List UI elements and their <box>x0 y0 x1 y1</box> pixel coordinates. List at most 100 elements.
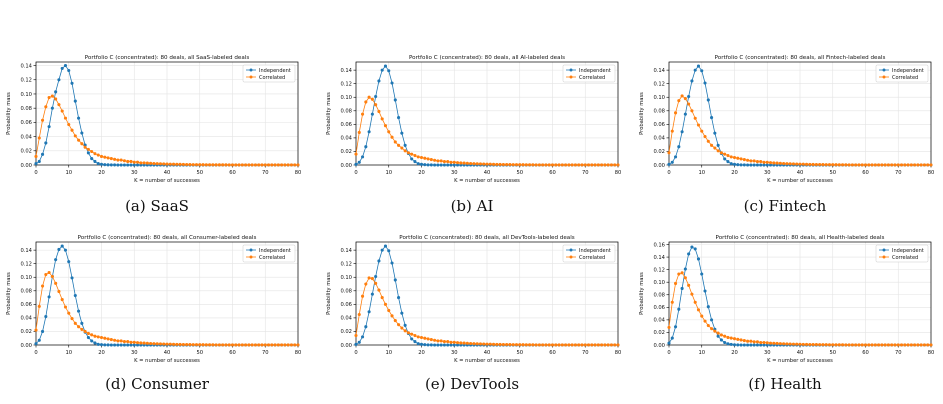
data-point-correlated <box>465 161 469 165</box>
data-point-correlated <box>73 321 77 325</box>
data-point-correlated <box>903 343 907 347</box>
data-point-correlated <box>234 163 238 167</box>
data-point-independent <box>749 163 753 167</box>
legend-swatch-marker <box>882 68 886 72</box>
data-point-independent <box>426 163 430 167</box>
data-point-independent <box>357 160 361 164</box>
legend-swatch-marker <box>249 248 253 252</box>
data-point-correlated <box>609 343 613 347</box>
data-point-correlated <box>759 160 763 164</box>
data-point-correlated <box>674 111 678 115</box>
y-tick-label: 0.04 <box>340 316 352 322</box>
data-point-independent <box>742 163 746 167</box>
data-point-correlated <box>390 314 394 318</box>
data-point-independent <box>47 295 51 299</box>
x-tick-label: 50 <box>516 350 523 356</box>
data-point-correlated <box>929 163 933 167</box>
data-point-correlated <box>50 275 54 279</box>
data-point-correlated <box>485 342 489 346</box>
data-point-correlated <box>537 163 541 167</box>
x-tick-label: 40 <box>484 170 491 176</box>
data-point-correlated <box>273 343 277 347</box>
data-point-correlated <box>419 335 424 340</box>
data-point-independent <box>716 143 720 147</box>
data-point-correlated <box>596 343 600 347</box>
data-point-correlated <box>142 341 146 345</box>
data-point-correlated <box>181 342 185 347</box>
data-point-correlated <box>824 163 828 167</box>
data-point-correlated <box>791 162 795 166</box>
data-point-correlated <box>495 162 499 166</box>
data-point-correlated <box>260 163 264 167</box>
data-point-correlated <box>122 159 126 163</box>
data-point-independent <box>739 343 743 347</box>
data-point-correlated <box>162 162 166 166</box>
chart-panel-saas: 0 10 20 30 40 50 60 70 80 0.00 0.02 0.04 0.06 0.08 0.1… <box>3 52 303 187</box>
data-point-correlated <box>165 342 169 346</box>
data-point-correlated <box>677 272 681 276</box>
x-tick-label: 20 <box>731 350 738 356</box>
data-point-independent <box>670 336 674 340</box>
x-tick-label: 60 <box>229 170 236 176</box>
chart-panel-ai: 0 10 20 30 40 50 60 70 80 0.00 0.02 0.04 0.06 0.08 0.1… <box>323 52 623 187</box>
data-point-independent <box>674 325 678 329</box>
data-point-correlated <box>716 331 720 335</box>
data-point-correlated <box>557 163 561 167</box>
data-point-correlated <box>726 335 730 340</box>
chart-title-fintech: Portfolio C (concentrated): 80 deals, al… <box>715 55 886 61</box>
data-point-correlated <box>374 103 378 107</box>
data-point-independent <box>687 252 691 256</box>
y-tick-label: 0.06 <box>20 302 32 308</box>
chart-title-health: Portfolio C (concentrated): 80 deals, al… <box>716 235 885 241</box>
data-point-correlated <box>863 343 868 347</box>
y-tick-label: 0.08 <box>20 106 32 112</box>
data-point-correlated <box>600 343 604 347</box>
x-axis-label: K = number of successes <box>454 358 520 364</box>
data-point-independent <box>374 275 378 279</box>
data-point-correlated <box>837 343 841 347</box>
data-point-independent <box>60 244 64 248</box>
data-point-correlated <box>567 163 571 167</box>
data-point-independent <box>113 163 117 167</box>
data-point-correlated <box>482 342 486 346</box>
x-tick-label: 30 <box>131 170 138 176</box>
data-point-correlated <box>580 163 584 167</box>
data-point-correlated <box>870 163 874 167</box>
data-point-independent <box>96 342 100 346</box>
data-point-independent <box>667 162 671 166</box>
data-point-independent <box>387 69 391 73</box>
data-point-correlated <box>772 341 776 345</box>
data-point-correlated <box>531 343 535 347</box>
data-point-correlated <box>194 343 199 347</box>
data-point-correlated <box>762 340 766 345</box>
data-point-correlated <box>713 329 717 333</box>
data-point-correlated <box>406 151 410 155</box>
data-point-correlated <box>73 134 77 138</box>
data-point-correlated <box>580 343 584 347</box>
data-point-correlated <box>191 163 195 167</box>
x-tick-label: 0 <box>354 170 357 176</box>
data-point-correlated <box>703 134 707 139</box>
data-point-correlated <box>873 343 877 347</box>
data-point-correlated <box>501 342 505 347</box>
data-point-correlated <box>452 340 456 344</box>
data-point-correlated <box>436 159 440 163</box>
data-point-correlated <box>564 343 568 347</box>
chart-title-ai: Portfolio C (concentrated): 80 deals, al… <box>409 55 565 61</box>
data-point-correlated <box>63 305 68 309</box>
data-point-correlated <box>188 343 192 347</box>
x-tick-label: 10 <box>385 350 392 356</box>
chart-svg-ai: 0 10 20 30 40 50 60 70 80 0.00 0.02 0.04 0.06 0.08 0.1… <box>326 55 621 184</box>
data-point-independent <box>419 342 424 346</box>
data-point-correlated <box>361 294 365 298</box>
data-point-correlated <box>410 152 414 156</box>
legend-box <box>242 64 296 83</box>
data-point-correlated <box>514 163 519 167</box>
data-point-independent <box>103 343 107 347</box>
data-point-correlated <box>772 161 776 165</box>
data-point-correlated <box>253 163 257 167</box>
data-point-correlated <box>280 163 284 167</box>
legend-label: Correlated <box>579 255 605 261</box>
data-point-correlated <box>240 163 244 167</box>
data-point-correlated <box>560 343 564 347</box>
